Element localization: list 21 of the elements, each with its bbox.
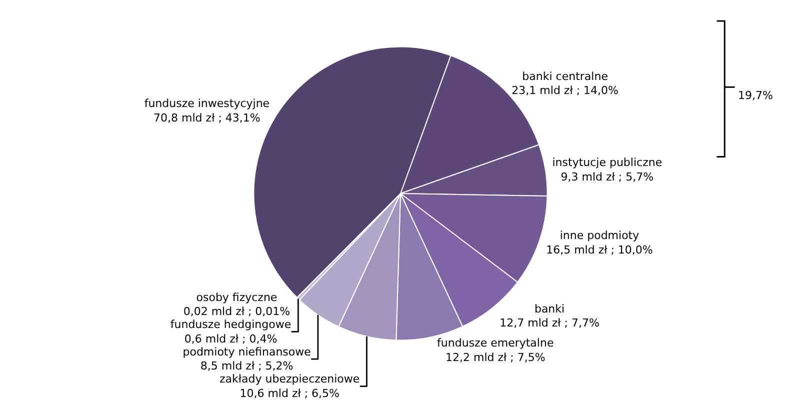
data-label: 10,6 mld zł ; 6,5%	[240, 386, 340, 400]
data-label: 8,5 mld zł ; 5,2%	[200, 360, 294, 373]
slice-label: zakłady ubezpieczeniowe	[220, 372, 360, 386]
data-label: 0,6 mld zł ; 0,4%	[184, 332, 278, 346]
data-label: 12,7 mld zł ; 7,7%	[500, 316, 600, 330]
data-label: 70,8 mld zł ; 43,1%	[154, 111, 260, 124]
slice-label: osoby fizyczne	[196, 290, 278, 304]
data-label: 16,5 mld zł ; 10,0%	[546, 244, 653, 257]
data-label: 0,02 mld zł ; 0,01%	[183, 305, 290, 318]
slice-label: banki	[534, 302, 565, 316]
data-label: 12,2 mld zł ; 7,5%	[445, 351, 546, 364]
text: 19,7%	[738, 89, 773, 102]
data-label: 23,1 mld zł ; 14,0%	[512, 84, 618, 98]
slice-label: podmioty niefinansowe	[182, 345, 312, 358]
slice-label: fundusze hedgingowe	[170, 318, 292, 332]
slice-label: fundusze inwestycyjne	[144, 97, 270, 110]
slice-label: instytucje publiczne	[552, 156, 662, 170]
slice-label: inne podmioty	[560, 229, 640, 242]
slice-label: fundusze emerytalne	[437, 336, 554, 350]
slice-label: banki centralne	[522, 70, 608, 83]
data-label: 9,3 mld zł ; 5,7%	[560, 170, 654, 184]
